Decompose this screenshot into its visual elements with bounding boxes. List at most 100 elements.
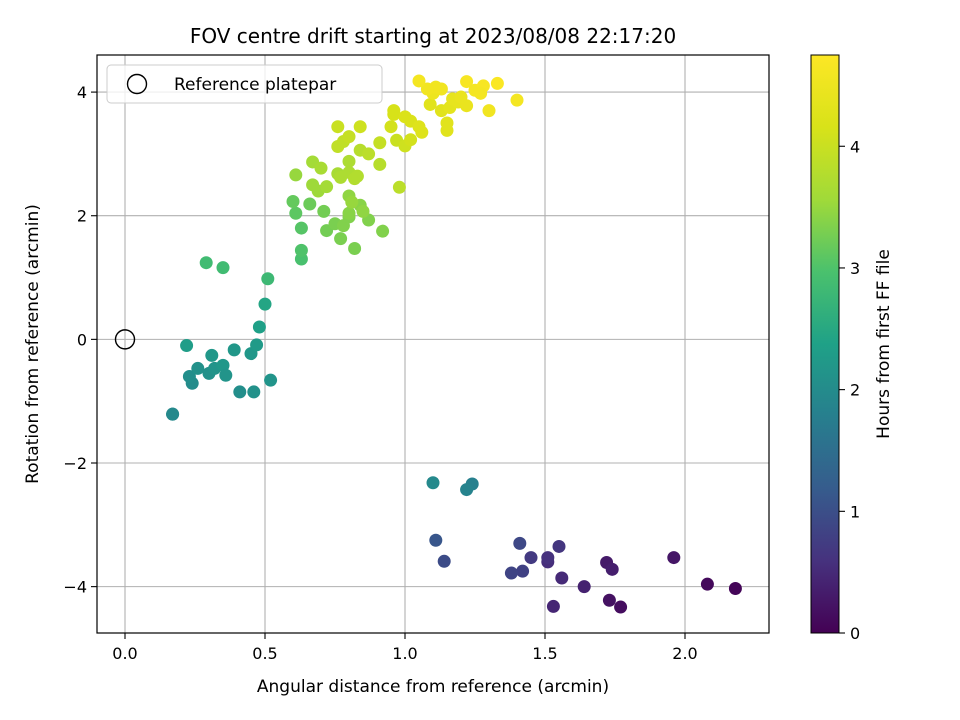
scatter-point: [353, 120, 367, 134]
scatter-point: [667, 551, 681, 565]
x-axis-label: Angular distance from reference (arcmin): [257, 677, 609, 697]
scatter-point: [412, 74, 426, 88]
scatter-point: [387, 104, 401, 118]
scatter-point: [286, 195, 300, 209]
scatter-point: [482, 104, 496, 118]
y-axis-ticks: −4 −2 0 2 4: [63, 83, 97, 597]
scatter-point: [454, 90, 468, 104]
scatter-point: [182, 369, 196, 383]
scatter-point: [350, 169, 364, 183]
scatter-point: [504, 566, 518, 580]
scatter-point: [404, 133, 418, 147]
colorbar-tick-label: 2: [850, 381, 860, 400]
x-tick-label: 0.0: [112, 644, 137, 663]
data-points: [166, 74, 742, 614]
colorbar-tick-label: 1: [850, 502, 860, 521]
x-tick-label: 1.5: [532, 644, 557, 663]
scatter-point: [384, 120, 398, 134]
scatter-point: [420, 82, 434, 96]
legend: Reference platepar: [106, 64, 383, 104]
scatter-point: [252, 320, 266, 334]
scatter-point: [392, 180, 406, 194]
scatter-point: [605, 562, 619, 576]
scatter-point: [440, 123, 454, 137]
scatter-point: [233, 385, 247, 399]
scatter-point: [289, 168, 303, 182]
scatter-point: [356, 204, 370, 218]
scatter-point: [474, 86, 488, 100]
x-tick-label: 1.0: [392, 644, 417, 663]
scatter-point: [180, 339, 194, 353]
scatter-point: [552, 539, 566, 553]
scatter-point: [216, 358, 230, 372]
grid-lines: [97, 55, 769, 633]
scatter-point: [294, 243, 308, 257]
scatter-point: [460, 75, 474, 89]
plot-frame: [96, 54, 770, 634]
scatter-point: [342, 130, 356, 144]
scatter-point: [602, 593, 616, 607]
scatter-point: [437, 554, 451, 568]
scatter-point: [247, 385, 261, 399]
scatter-point: [219, 368, 233, 382]
scatter-point: [317, 204, 331, 218]
scatter-point: [261, 272, 275, 286]
colorbar-tick-label: 3: [850, 259, 860, 278]
scatter-point: [362, 147, 376, 161]
scatter-point: [373, 157, 387, 171]
scatter-point: [541, 551, 555, 565]
scatter-point: [342, 154, 356, 168]
y-tick-label: −2: [63, 454, 87, 473]
scatter-point: [199, 256, 213, 270]
scatter-point: [166, 407, 180, 421]
reference-marker: [114, 329, 136, 350]
scatter-point: [510, 93, 524, 107]
scatter-point: [614, 600, 628, 614]
x-tick-label: 2.0: [672, 644, 697, 663]
scatter-point: [700, 577, 714, 591]
y-tick-label: 2: [77, 207, 87, 226]
scatter-point: [294, 221, 308, 235]
scatter-point: [426, 476, 440, 490]
scatter-point: [348, 241, 362, 255]
scatter-point: [334, 232, 348, 246]
colorbar-tick-label: 4: [850, 137, 860, 156]
scatter-point: [314, 161, 328, 175]
scatter-point: [373, 136, 387, 150]
colorbar: [810, 54, 840, 634]
scatter-point: [546, 599, 560, 613]
scatter-point: [258, 297, 272, 311]
chart-title: FOV centre drift starting at 2023/08/08 …: [190, 24, 676, 48]
y-axis-label: Rotation from reference (arcmin): [23, 204, 43, 484]
scatter-point: [429, 533, 443, 547]
scatter-point: [490, 76, 504, 90]
scatter-point: [331, 120, 345, 134]
scatter-point: [415, 125, 429, 139]
scatter-point: [516, 564, 530, 578]
scatter-point: [728, 581, 742, 595]
scatter-point: [524, 551, 538, 565]
y-tick-label: 4: [77, 83, 87, 102]
legend-label: Reference platepar: [174, 75, 336, 95]
scatter-point: [342, 206, 356, 220]
scatter-point: [264, 373, 278, 387]
colorbar-ticks: 0 1 2 3 4: [839, 137, 860, 643]
legend-box: [106, 64, 383, 104]
scatter-point: [216, 261, 230, 275]
scatter-point: [345, 195, 359, 209]
y-tick-label: −4: [63, 578, 87, 597]
colorbar-label: Hours from first FF file: [874, 249, 894, 439]
colorbar-tick-label: 0: [850, 624, 860, 643]
scatter-point: [227, 343, 241, 357]
scatter-point: [376, 224, 390, 238]
scatter-point: [460, 483, 474, 497]
scatter-point: [577, 580, 591, 594]
scatter-point: [320, 180, 334, 194]
x-axis-ticks: 0.0 0.5 1.0 1.5 2.0: [112, 633, 698, 663]
scatter-point: [205, 348, 219, 362]
x-tick-label: 0.5: [252, 644, 277, 663]
scatter-point: [191, 361, 205, 375]
legend-marker-icon: [126, 73, 148, 95]
y-tick-label: 0: [77, 330, 87, 349]
